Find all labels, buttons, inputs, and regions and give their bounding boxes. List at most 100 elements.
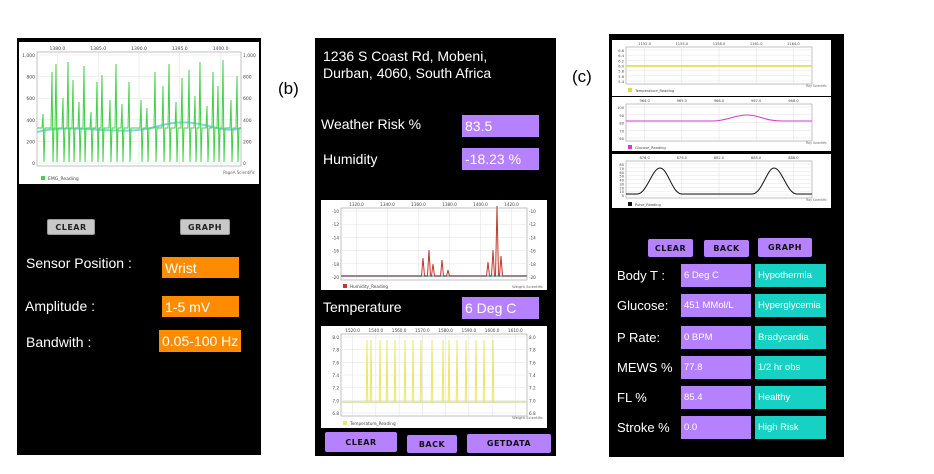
emg-series-line (37, 59, 241, 163)
y-tick-label-right: 7.8 (529, 348, 536, 353)
y-tick-label-right: 7.2 (529, 386, 536, 391)
temperature-label: Temperature (323, 299, 402, 315)
y-tick-label-right: 600 (243, 96, 252, 102)
y-tick-label: 200 (26, 139, 35, 145)
legend-swatch (41, 176, 45, 180)
y-tick-label: 7.2 (332, 386, 339, 391)
y-tick-label: 10 (619, 190, 624, 194)
y-tick-label-right: -18 (529, 262, 536, 267)
temperature-reading-chart-svg: 1152.0 1155.0 1158.0 1161.0 1164.0 6.66.46.2 6… (618, 42, 827, 93)
x-tick-label: 888.0 (788, 156, 799, 160)
temperature-chart: 1520.0 1540.0 1560.0 1570.0 1580.0 1590.0 1600… (321, 326, 547, 428)
y-tick-label: 6.8 (332, 411, 339, 416)
x-tick-label: 1580.0 (438, 328, 453, 333)
clear-button[interactable]: CLEAR (47, 219, 95, 235)
temp-series-line (341, 339, 527, 403)
y-tick-label: -14 (332, 235, 339, 240)
humidity-label: Humidity (323, 151, 378, 167)
chart-footer: Ray Scientific (806, 198, 827, 202)
y-tick-label-right: -10 (529, 209, 536, 214)
humidity-chart: 1320.0 1340.0 1360.0 1380.0 1400.0 1420.0 -10 -… (321, 200, 547, 290)
x-tick-label: 965.0 (677, 99, 688, 103)
y-tick-label: 90 (619, 114, 624, 118)
x-tick-label: 1164.0 (787, 42, 800, 46)
y-tick-label-right: -12 (529, 222, 536, 227)
vital-status: Hypothermia (755, 264, 826, 287)
x-tick-label: 967.0 (751, 99, 762, 103)
emg-chart-svg: 1380.0 1385.0 1390.0 1395.0 1400.0 1,000 1,000… (22, 46, 256, 182)
y-tick-label-right: 1,000 (243, 53, 256, 59)
vital-label: FL % (617, 390, 647, 405)
y-tick-label: 6.4 (618, 54, 624, 58)
y-tick-label-right: -20 (529, 275, 536, 280)
clear-button[interactable]: CLEAR (648, 239, 693, 257)
legend-label: Temperature_Reading (349, 421, 396, 426)
x-tick-label: 1400.0 (213, 46, 229, 52)
temperature-chart-svg: 1520.0 1540.0 1560.0 1570.0 1580.0 1590.0 1600… (332, 328, 543, 426)
getdata-button[interactable]: GETDATA (467, 434, 551, 453)
back-button[interactable]: BACK (704, 240, 749, 257)
y-tick-label: 60 (619, 171, 624, 175)
x-tick-label: 1380.0 (50, 46, 66, 52)
humidity-chart-svg: 1320.0 1340.0 1360.0 1380.0 1400.0 1420.0 -10 -… (332, 202, 543, 289)
x-tick-label: 1385.0 (90, 46, 106, 52)
vital-value: 77.8 (681, 356, 751, 379)
sensor-position-value: Wrist (162, 257, 239, 278)
vital-label: P Rate: (617, 330, 661, 345)
y-tick-label: 1,000 (22, 53, 35, 59)
y-tick-label-right: 800 (243, 75, 252, 81)
pulse-chart: 876.0 879.0 882.0 885.0 888.0 80 70 60 50 40 30 20 1… (612, 154, 831, 208)
pulse-chart-svg: 876.0 879.0 882.0 885.0 888.0 807060504030201… (619, 156, 827, 207)
bandwidth-value: 0.05-100 Hz (159, 330, 241, 352)
x-tick-label: 1420.0 (504, 202, 519, 207)
vital-value: 6 Deg C (681, 264, 751, 287)
chart-footer: PageA Scientific (223, 170, 255, 175)
x-tick-label: 1520.0 (345, 328, 360, 333)
x-tick-label: 1152.0 (638, 42, 651, 46)
vital-status: High Risk (755, 416, 826, 439)
y-tick-label: -12 (332, 222, 339, 227)
y-tick-label-right: 400 (243, 118, 252, 124)
legend-swatch (628, 145, 632, 149)
y-tick-label: 40 (619, 179, 624, 183)
glucose-chart-svg: 964.0 965.0 966.0 967.0 968.0 100 90 80 70 60 Gluc… (617, 99, 827, 150)
legend-label: Humidity_Reading (350, 284, 388, 289)
x-tick-label: 1320.0 (349, 202, 364, 207)
y-tick-label: 800 (26, 75, 35, 81)
vital-value: 451 MMol/L (681, 294, 751, 317)
y-tick-label-right: 6.8 (529, 411, 536, 416)
back-button[interactable]: BACK (407, 435, 457, 453)
x-tick-label: 1395.0 (172, 46, 188, 52)
y-tick-label: 5.4 (618, 80, 624, 84)
graph-button[interactable]: GRAPH (758, 238, 812, 257)
y-tick-label: 100 (617, 106, 625, 110)
x-tick-label: 1158.0 (713, 42, 726, 46)
x-tick-label: 876.0 (639, 156, 650, 160)
graph-button[interactable]: GRAPH (180, 219, 230, 235)
x-tick-label: 1161.0 (750, 42, 763, 46)
y-tick-label: 8.0 (332, 335, 339, 340)
y-tick-label: 0 (622, 194, 625, 198)
y-tick-label: 70 (619, 129, 624, 133)
y-tick-label: 30 (619, 182, 624, 186)
y-tick-label: -20 (332, 275, 339, 280)
vital-label: Stroke % (617, 420, 670, 435)
clear-button[interactable]: CLEAR (325, 432, 397, 452)
y-tick-label-right: 7.6 (529, 360, 536, 365)
x-tick-label: 1340.0 (380, 202, 395, 207)
temperature-value: 6 Deg C (462, 297, 539, 319)
vital-status: 1/2 hr obs (755, 356, 826, 379)
y-tick-label: -18 (332, 262, 339, 267)
y-tick-label-right: 0 (243, 161, 246, 167)
y-tick-label-right: -16 (529, 249, 536, 254)
x-tick-label: 964.0 (639, 99, 650, 103)
y-tick-label: 70 (619, 167, 624, 171)
vital-value: 85.4 (681, 386, 751, 409)
vital-value: 0 BPM (681, 326, 751, 349)
legend-swatch (628, 202, 632, 206)
x-tick-label: 1570.0 (415, 328, 430, 333)
legend-label: Temperature_Reading (634, 89, 674, 93)
panel-label-b: (b) (278, 79, 299, 98)
y-tick-label: 80 (619, 122, 624, 126)
amplitude-label: Amplitude : (25, 298, 96, 314)
